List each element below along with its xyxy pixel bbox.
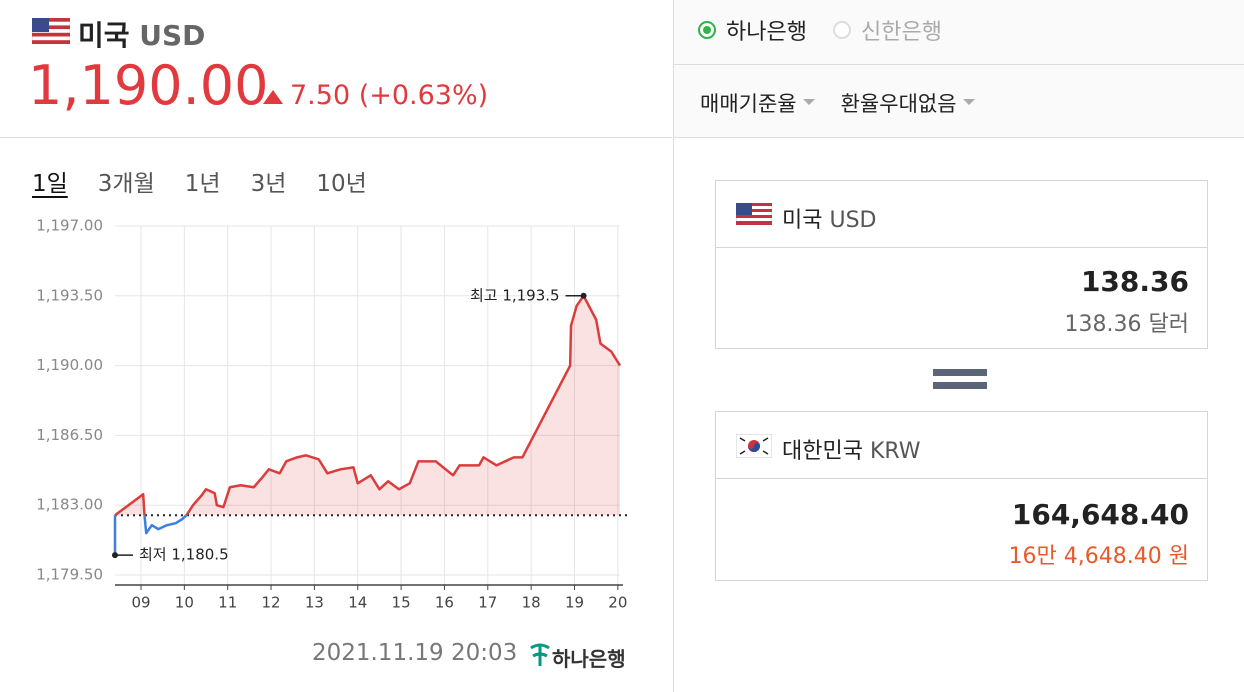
equals: [933, 369, 987, 389]
x-tick-label: 19: [565, 594, 584, 612]
country: 대한민국: [782, 439, 863, 464]
tab[interactable]: 3개월: [97, 171, 155, 197]
y-tick-label: 1,197.00: [36, 217, 103, 235]
options: 하나은행 신한은행 매매기준율 환율우대없음: [674, 0, 1244, 138]
currency-title: 미국 USD: [78, 14, 205, 54]
annotation: 최저 1,180.5: [139, 546, 229, 564]
country: 미국: [782, 208, 823, 233]
amount[interactable]: 164,648.40: [1011, 498, 1189, 531]
x-tick-label: 10: [175, 594, 194, 612]
currency: USD: [829, 208, 877, 233]
x-tick-label: 17: [478, 594, 497, 612]
bank-radio[interactable]: 하나은행: [698, 14, 807, 46]
tab[interactable]: 1일: [32, 171, 68, 197]
x-tick-label: 15: [392, 594, 411, 612]
kr-flag: [736, 434, 772, 458]
amount-text: 138.36 달러: [1064, 312, 1189, 337]
divider: [673, 0, 674, 692]
tab[interactable]: 3년: [250, 171, 287, 197]
dropdown-label: 매매기준율: [700, 92, 797, 116]
timestamp: 2021.11.19 20:03: [312, 640, 518, 666]
line: [113, 514, 188, 556]
annotation-point: [580, 292, 587, 299]
bank-radio[interactable]: 신한은행: [832, 14, 942, 46]
x-tick-label: 16: [435, 594, 454, 612]
logo: 하나은행: [552, 647, 626, 671]
bank-options: 하나은행 신한은행: [698, 14, 1238, 50]
to-header: 대한민국 KRW: [716, 412, 1207, 479]
country: 미국: [78, 19, 130, 52]
tab[interactable]: 10년: [316, 171, 367, 197]
annotation-point: [112, 552, 118, 559]
y-tick-label: 1,186.50: [36, 426, 103, 444]
area: [115, 295, 620, 516]
chart: 1,179.50 1,183.00 1,186.50 1,190.00 1,193.50…: [36, 217, 630, 612]
radio-circle: [698, 21, 716, 39]
us-flag: [32, 18, 70, 44]
amount[interactable]: 138.36: [1080, 265, 1189, 298]
period-tabs: 1일 3개월 1년 3년 10년: [32, 164, 397, 198]
currency: KRW: [869, 439, 921, 464]
amount-text: 16만 4,648.40 원: [1008, 544, 1189, 569]
from-box: 미국 USD 138.36 138.36 달러: [715, 180, 1208, 349]
caret: [802, 99, 815, 111]
x-tick-label: 09: [131, 594, 150, 612]
dropdown-label: 환율우대없음: [840, 92, 957, 116]
caret: [962, 99, 975, 111]
dropdown[interactable]: 매매기준율: [700, 92, 815, 116]
x-tick-label: 12: [262, 594, 281, 612]
currency: USD: [139, 19, 206, 52]
y-tick-label: 1,190.00: [36, 356, 103, 374]
x-tick-label: 18: [522, 594, 541, 612]
separator: [674, 64, 1244, 65]
y-tick-label: 1,193.50: [36, 286, 103, 304]
x-tick-label: 11: [218, 594, 237, 612]
dropdown[interactable]: 환율우대없음: [841, 92, 975, 116]
y-tick-label: 1,183.00: [36, 496, 103, 514]
y-tick-label: 1,179.50: [36, 566, 103, 584]
bank-name: 하나은행: [726, 20, 807, 45]
line: [114, 294, 622, 517]
dropdowns: 매매기준율 환율우대없음: [700, 88, 1001, 118]
to-box: 대한민국 KRW 164,648.40 16만 4,648.40 원: [715, 411, 1208, 581]
up-arrow: [263, 90, 283, 104]
from-header: 미국 USD: [716, 181, 1207, 248]
bank-name: 신한은행: [860, 20, 942, 45]
x-tick-label: 13: [305, 594, 324, 612]
change: 7.50 (+0.63%): [290, 80, 489, 111]
x-tick-label: 14: [348, 594, 367, 612]
left-header: 미국 USD 1,190.00 7.50 (+0.63%): [0, 0, 672, 138]
tab[interactable]: 1년: [184, 171, 221, 197]
x-tick-label: 20: [608, 594, 627, 612]
logo-icon: [530, 643, 550, 666]
us-flag: [736, 203, 772, 225]
separator: [674, 137, 1244, 138]
annotation: 최고 1,193.5: [470, 286, 560, 304]
price: 1,190.00: [28, 54, 269, 117]
radio-circle: [832, 21, 851, 39]
